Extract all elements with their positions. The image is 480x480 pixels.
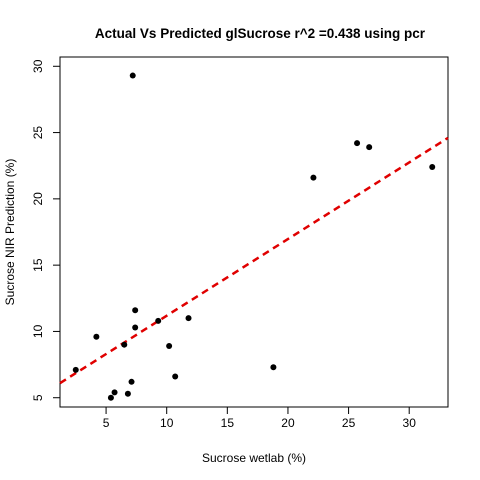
x-axis-label: Sucrose wetlab (%) [202, 451, 306, 465]
y-tick-label: 15 [31, 258, 45, 272]
data-point [107, 394, 114, 401]
regression-line [59, 136, 449, 385]
data-point [366, 144, 373, 151]
data-point [172, 373, 179, 380]
data-point [155, 317, 162, 324]
data-point [132, 324, 139, 331]
x-tick-label: 15 [221, 416, 235, 430]
x-axis: 5 10 15 20 25 30 [103, 407, 416, 430]
y-tick-label: 25 [31, 126, 45, 140]
x-tick-label: 20 [281, 416, 295, 430]
data-points [72, 72, 436, 401]
data-point [132, 307, 139, 314]
data-point [111, 389, 118, 396]
data-point [124, 390, 131, 397]
y-tick-label: 30 [31, 59, 45, 73]
y-tick-label: 20 [31, 192, 45, 206]
data-point [166, 343, 173, 350]
chart-title: Actual Vs Predicted glSucrose r^2 =0.438… [95, 26, 426, 41]
y-tick-label: 10 [31, 324, 45, 338]
y-axis-label: Sucrose NIR Prediction (%) [3, 159, 17, 306]
y-tick-label: 5 [31, 394, 45, 401]
data-point [354, 140, 361, 147]
data-point [93, 333, 100, 340]
x-tick-label: 30 [403, 416, 417, 430]
data-point [129, 72, 136, 79]
data-point [121, 341, 128, 348]
data-point [128, 378, 135, 385]
x-tick-label: 5 [103, 416, 110, 430]
x-tick-label: 10 [160, 416, 174, 430]
data-point [429, 164, 436, 171]
data-point [270, 364, 277, 371]
x-tick-label: 25 [342, 416, 356, 430]
data-point [185, 315, 192, 322]
plot-frame [59, 56, 449, 408]
data-point [72, 366, 79, 373]
data-point [310, 174, 317, 181]
y-axis: 5 10 15 20 25 30 [31, 59, 60, 401]
